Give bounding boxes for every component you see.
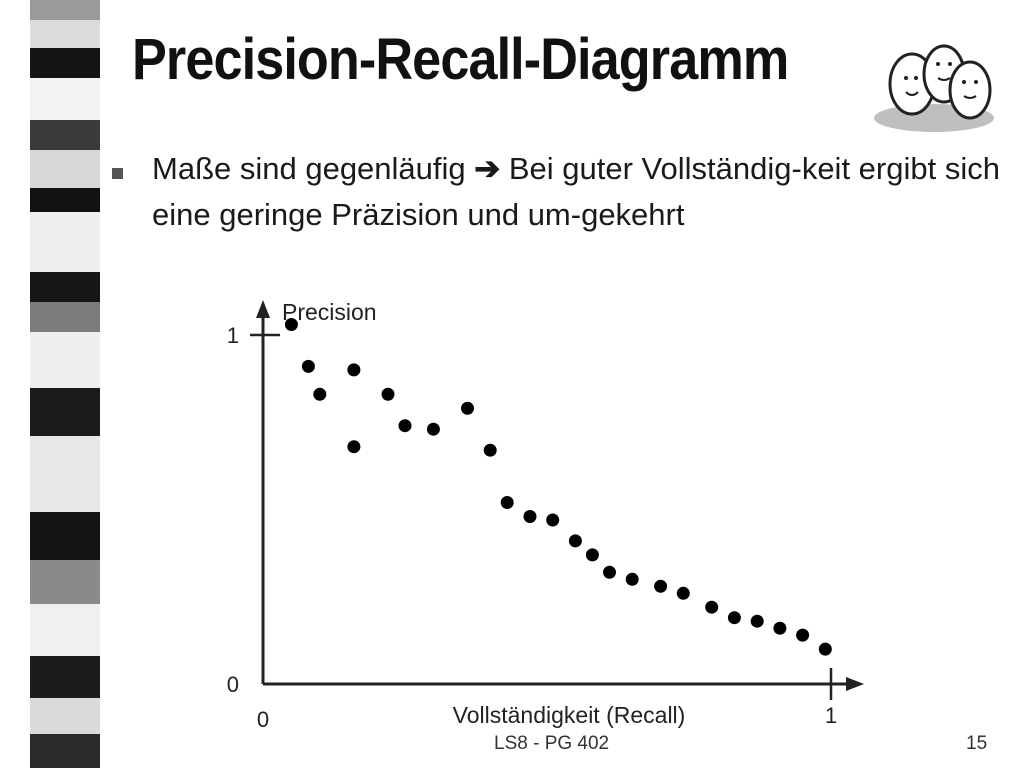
y-axis-arrow-icon <box>256 300 270 318</box>
tick-labels: 0 1 0 1 <box>227 323 837 732</box>
eggs-icon <box>874 44 994 132</box>
data-point-14 <box>568 534 582 548</box>
left-decorative-stripe <box>30 0 100 768</box>
data-point-3 <box>313 387 327 401</box>
slide-title: Precision-Recall-Diagramm <box>132 27 789 92</box>
data-point-6 <box>381 387 395 401</box>
chart-axes <box>250 300 864 700</box>
data-point-13 <box>546 513 560 527</box>
data-point-11 <box>500 496 514 509</box>
data-point-19 <box>676 586 690 600</box>
bullet-item: Maße sind gegenläufig ➔ Bei guter Vollst… <box>152 146 1002 238</box>
y-axis-label: Precision <box>282 299 377 325</box>
data-point-10 <box>483 443 497 457</box>
data-point-21 <box>727 611 741 625</box>
data-point-8 <box>426 422 440 436</box>
data-point-4 <box>347 363 361 377</box>
data-point-20 <box>705 600 719 614</box>
bullet-text-part1: Maße sind gegenläufig <box>152 151 475 186</box>
data-point-1 <box>284 318 298 331</box>
bullet-marker <box>112 168 123 179</box>
data-point-17 <box>625 572 639 586</box>
data-point-16 <box>603 565 616 579</box>
bullet-text-part2: Bei guter Vollständig-keit ergibt sich e… <box>152 151 1000 232</box>
y-tick-label-1: 1 <box>227 323 239 348</box>
data-point-23 <box>773 621 787 635</box>
data-point-15 <box>585 548 599 562</box>
bullet-list: Maße sind gegenläufig ➔ Bei guter Vollst… <box>112 146 1002 238</box>
data-point-12 <box>523 510 537 523</box>
x-axis-label: Vollständigkeit (Recall) <box>453 702 686 728</box>
footer-course-label: LS8 - PG 402 <box>494 733 610 754</box>
slide-number: 15 <box>966 733 988 754</box>
data-point-22 <box>750 614 764 628</box>
data-point-24 <box>796 628 810 642</box>
data-points <box>284 318 832 656</box>
arrow-right-icon: ➔ <box>474 151 501 186</box>
data-point-25 <box>818 642 832 656</box>
data-point-2 <box>301 359 315 373</box>
data-point-7 <box>398 419 412 433</box>
data-point-5 <box>347 440 361 454</box>
x-tick-label-1: 1 <box>825 703 837 728</box>
x-axis-arrow-icon <box>846 677 864 691</box>
y-tick-label-0: 0 <box>227 672 239 697</box>
x-tick-label-0: 0 <box>257 707 269 732</box>
data-point-9 <box>461 401 474 415</box>
data-point-18 <box>654 579 668 593</box>
